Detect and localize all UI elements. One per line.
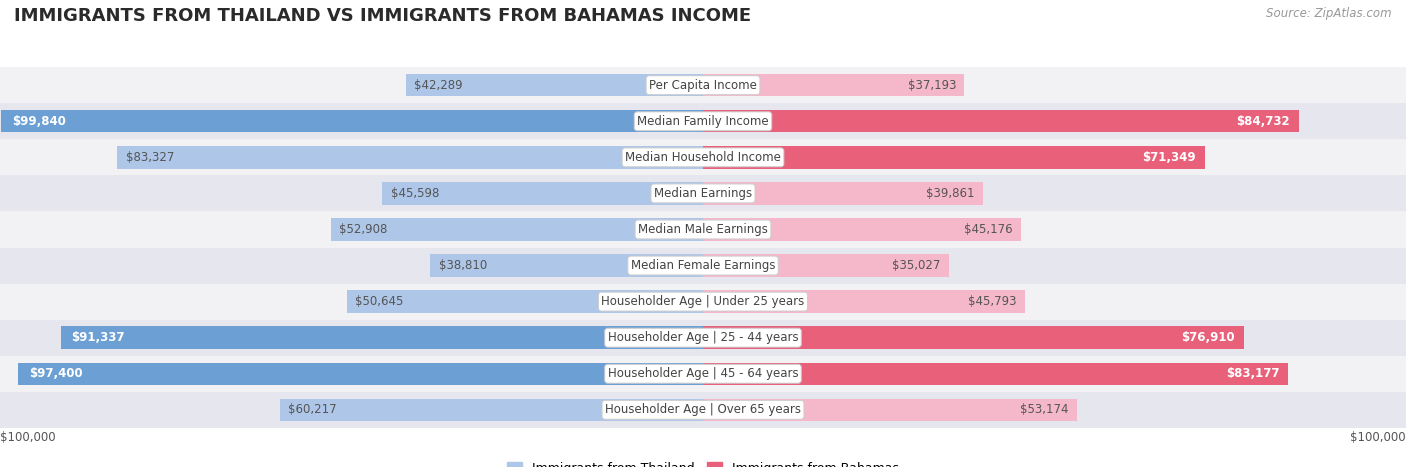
Text: $83,177: $83,177 xyxy=(1226,367,1279,380)
Bar xyxy=(703,182,983,205)
Text: $42,289: $42,289 xyxy=(415,79,463,92)
Text: IMMIGRANTS FROM THAILAND VS IMMIGRANTS FROM BAHAMAS INCOME: IMMIGRANTS FROM THAILAND VS IMMIGRANTS F… xyxy=(14,7,751,25)
Bar xyxy=(703,326,1244,349)
Text: $45,176: $45,176 xyxy=(963,223,1012,236)
Bar xyxy=(0,103,1406,139)
Text: $84,732: $84,732 xyxy=(1237,115,1291,128)
Bar xyxy=(703,74,965,96)
Bar xyxy=(703,290,1025,313)
Text: $97,400: $97,400 xyxy=(28,367,83,380)
Bar xyxy=(0,139,1406,176)
Bar xyxy=(0,356,1406,392)
Bar xyxy=(280,399,703,421)
Legend: Immigrants from Thailand, Immigrants from Bahamas: Immigrants from Thailand, Immigrants fro… xyxy=(502,457,904,467)
Bar xyxy=(430,255,703,277)
Text: $39,861: $39,861 xyxy=(927,187,974,200)
Bar xyxy=(1,110,703,133)
Text: $53,174: $53,174 xyxy=(1019,403,1069,416)
Text: Householder Age | Over 65 years: Householder Age | Over 65 years xyxy=(605,403,801,416)
Text: Median Earnings: Median Earnings xyxy=(654,187,752,200)
Text: $83,327: $83,327 xyxy=(125,151,174,164)
Text: $91,337: $91,337 xyxy=(72,331,125,344)
Text: Median Household Income: Median Household Income xyxy=(626,151,780,164)
Bar xyxy=(703,146,1205,169)
Text: Householder Age | 45 - 64 years: Householder Age | 45 - 64 years xyxy=(607,367,799,380)
Text: $76,910: $76,910 xyxy=(1181,331,1236,344)
Text: $37,193: $37,193 xyxy=(907,79,956,92)
Text: Householder Age | 25 - 44 years: Householder Age | 25 - 44 years xyxy=(607,331,799,344)
Text: $52,908: $52,908 xyxy=(339,223,388,236)
Bar xyxy=(703,255,949,277)
Bar xyxy=(0,248,1406,283)
Bar xyxy=(0,392,1406,428)
Text: $60,217: $60,217 xyxy=(288,403,336,416)
Bar xyxy=(703,110,1299,133)
Text: $100,000: $100,000 xyxy=(0,431,56,444)
Text: $100,000: $100,000 xyxy=(1350,431,1406,444)
Text: $71,349: $71,349 xyxy=(1143,151,1197,164)
Text: Source: ZipAtlas.com: Source: ZipAtlas.com xyxy=(1267,7,1392,20)
Bar xyxy=(0,319,1406,356)
Text: $45,598: $45,598 xyxy=(391,187,439,200)
Text: Median Male Earnings: Median Male Earnings xyxy=(638,223,768,236)
Text: $50,645: $50,645 xyxy=(356,295,404,308)
Bar xyxy=(703,399,1077,421)
Text: $45,793: $45,793 xyxy=(967,295,1017,308)
Bar xyxy=(0,212,1406,248)
Bar xyxy=(0,67,1406,103)
Text: $38,810: $38,810 xyxy=(439,259,486,272)
Bar xyxy=(0,176,1406,212)
Text: Householder Age | Under 25 years: Householder Age | Under 25 years xyxy=(602,295,804,308)
Bar xyxy=(347,290,703,313)
Text: Median Family Income: Median Family Income xyxy=(637,115,769,128)
Text: Per Capita Income: Per Capita Income xyxy=(650,79,756,92)
Bar xyxy=(0,283,1406,319)
Bar xyxy=(60,326,703,349)
Bar xyxy=(703,362,1288,385)
Text: $35,027: $35,027 xyxy=(893,259,941,272)
Bar xyxy=(406,74,703,96)
Text: $99,840: $99,840 xyxy=(11,115,66,128)
Bar xyxy=(117,146,703,169)
Bar xyxy=(18,362,703,385)
Text: Median Female Earnings: Median Female Earnings xyxy=(631,259,775,272)
Bar xyxy=(703,218,1021,241)
Bar xyxy=(382,182,703,205)
Bar xyxy=(330,218,703,241)
